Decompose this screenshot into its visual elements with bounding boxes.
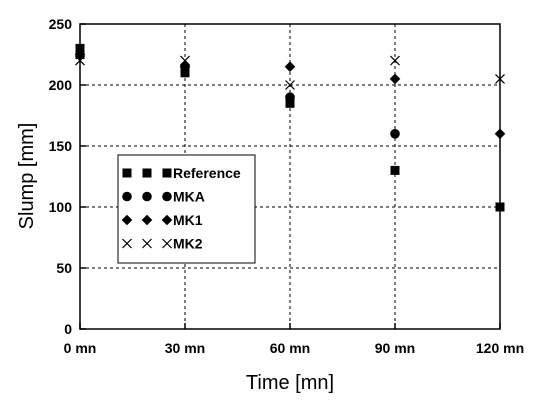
point-mk2	[180, 55, 190, 66]
legend-label-mk1: MK1	[173, 212, 203, 228]
legend-label-reference: Reference	[173, 165, 241, 181]
legend-marker-reference	[162, 168, 172, 178]
tick-layer: 0 50 100 150 200 250 0 mn 30 mn 60 mn 90 mn 120 mn	[49, 16, 524, 356]
x-axis-title: Time [mn]	[246, 372, 334, 394]
legend-box	[117, 154, 256, 264]
y-tick-label: 0	[64, 321, 72, 337]
point-mk1	[74, 49, 86, 60]
legend-marker-mk2	[122, 238, 132, 249]
y-tick-label: 200	[49, 77, 73, 93]
legend-marker-reference	[122, 168, 132, 178]
point-mk1	[494, 128, 506, 140]
x-tick-label: 60 mn	[270, 340, 310, 356]
x-tick-label: 120 mn	[476, 340, 524, 356]
y-tick-label: 150	[49, 138, 73, 154]
x-tick-label: 30 mn	[165, 340, 205, 356]
legend-marker-mka	[122, 191, 132, 202]
y-tick-label: 100	[49, 199, 73, 215]
point-mk2	[495, 73, 505, 84]
legend-marker-mka	[162, 191, 172, 202]
x-tick-label: 90 mn	[375, 340, 415, 356]
point-reference	[75, 43, 85, 53]
legend-marker-reference	[142, 168, 152, 178]
point-reference	[495, 202, 505, 212]
point-mka	[285, 92, 295, 102]
legend-marker-mk2	[162, 238, 172, 249]
legend-marker-mk1	[161, 214, 173, 226]
point-mk2	[390, 55, 400, 66]
legend-marker-mka	[142, 191, 152, 202]
legend-label-mka: MKA	[173, 189, 205, 205]
point-mk1	[284, 61, 296, 72]
x-tick-label: 0 mn	[64, 340, 97, 356]
y-tick-label: 250	[49, 16, 73, 32]
legend-marker-mk2	[142, 238, 152, 249]
y-axis-title: Slump [mm]	[16, 123, 38, 230]
point-reference	[180, 68, 190, 78]
y-tick-label: 50	[56, 260, 72, 276]
point-mk2	[75, 55, 85, 66]
legend-marker-mk1	[141, 214, 153, 226]
marker-layer	[74, 43, 506, 212]
point-reference	[390, 165, 400, 175]
legend: Reference MKA MK1 MK2	[117, 154, 256, 264]
legend-label-mk2: MK2	[173, 236, 203, 252]
point-mk2	[285, 80, 295, 90]
point-mk1	[389, 73, 401, 85]
legend-marker-mk1	[121, 214, 133, 226]
point-mka	[390, 129, 400, 139]
